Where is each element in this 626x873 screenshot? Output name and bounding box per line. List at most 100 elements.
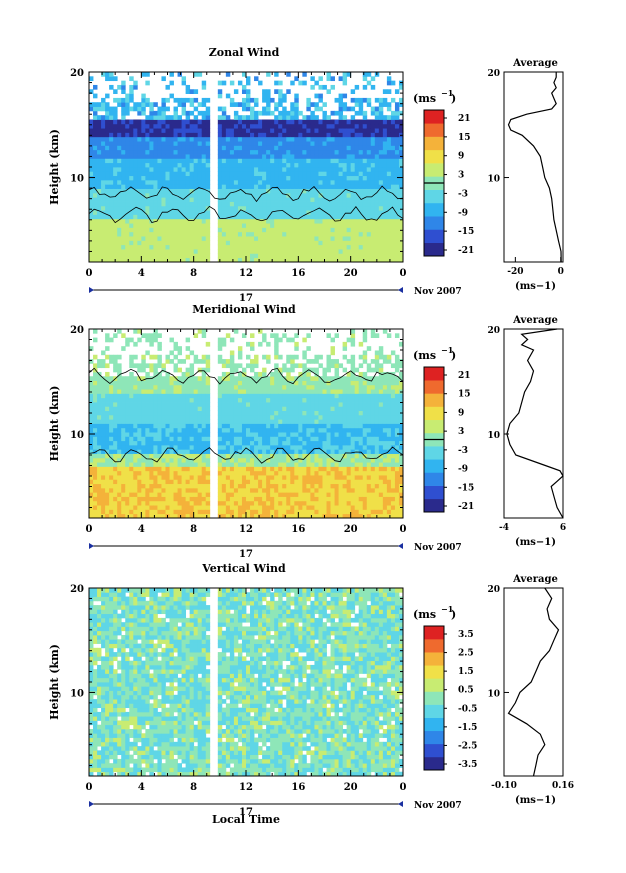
heatmap-cell [153,470,158,476]
heatmap-cell [185,184,191,189]
colorbar-tick-label: -21 [458,246,474,256]
heatmap-cell [374,115,380,120]
heatmap-cell [274,427,279,433]
heatmap-cell [286,167,291,172]
heatmap-cell [125,457,130,463]
heatmap-cell [254,171,259,177]
heatmap-cell [262,380,267,386]
heatmap-cell [193,483,199,489]
heatmap-cell [254,115,259,120]
heatmap-cell [334,132,339,138]
heatmap-cell [241,84,247,90]
heatmap-cell [362,197,368,202]
heatmap-cell [382,175,388,181]
heatmap-cell [205,167,211,172]
heatmap-cell [346,136,352,142]
heatmap-cell [229,337,235,343]
heatmap-cell [262,218,267,224]
heatmap-cell [302,175,307,181]
heatmap-cell [229,188,235,194]
heatmap-cell [173,462,178,467]
heatmap-cell [233,500,239,506]
heatmap-cell [101,231,106,237]
heatmap-cell [145,500,150,506]
heatmap-cell [314,149,319,155]
heatmap-cell [121,389,126,394]
heatmap-cell [278,223,283,228]
heatmap-cell [274,179,279,185]
heatmap-cell [258,389,263,394]
heatmap-cell [374,110,380,116]
heatmap-cell [334,257,339,263]
heatmap-cell [173,145,178,151]
heatmap-cell [233,513,239,519]
heatmap-cell [270,380,275,386]
heatmap-cell [266,123,271,129]
heatmap-cell [386,175,392,181]
heatmap-cell [149,513,154,519]
heatmap-cell [89,89,94,94]
heatmap-cell [374,119,380,125]
heatmap-cell [133,363,138,369]
heatmap-cell [221,240,227,246]
heatmap-cell [229,423,235,429]
heatmap-cell [298,402,303,407]
heatmap-cell [274,483,279,489]
heatmap-cell [294,132,299,138]
heatmap-cell [266,479,271,485]
heatmap-cell [177,244,182,250]
heatmap-cell [149,402,154,407]
heatmap-cell [113,128,118,133]
heatmap-cell [338,205,344,211]
heatmap-cell [334,128,339,133]
heatmap-cell [294,249,299,254]
heatmap-cell [298,513,303,519]
heatmap-cell [374,149,380,155]
heatmap-cell [306,141,311,146]
heatmap-cell [258,136,263,142]
heatmap-cell [129,106,134,112]
heatmap-cell [225,227,231,233]
heatmap-cell [161,492,166,497]
heatmap-cell [326,231,331,237]
heatmap-cell [246,483,251,489]
heatmap-cell [197,419,203,424]
heatmap-cell [229,132,235,138]
heatmap-cell [330,210,335,215]
heatmap-cell [157,371,162,377]
heatmap-cell [290,500,295,506]
heatmap-cell [366,210,372,215]
heatmap-cell [274,449,279,454]
heatmap-cell [157,406,162,412]
heatmap-cell [370,145,376,151]
heatmap-cell [278,154,283,159]
heatmap-cell [294,128,299,133]
heatmap-cell [294,240,299,246]
heatmap-cell [306,475,311,480]
heatmap-cell [189,179,195,185]
heatmap-cell [181,432,187,437]
heatmap-cell [294,414,299,420]
heatmap-cell [274,397,279,403]
heatmap-cell [262,205,267,211]
heatmap-cell [229,201,235,207]
heatmap-cell [129,197,134,202]
heatmap-cell [338,188,344,194]
heatmap-cell [125,249,130,254]
heatmap-cell [354,149,360,155]
heatmap-cell [165,371,170,377]
heatmap-cell [177,240,182,246]
heatmap-cell [121,402,126,407]
heatmap-cell [237,479,243,485]
heatmap-cell [129,223,134,228]
heatmap-cell [254,371,259,377]
heatmap-cell [141,184,146,189]
heatmap-cell [101,380,106,386]
heatmap-cell [181,509,187,515]
heatmap-cell [294,479,299,485]
colorbar-segment [424,229,444,244]
heatmap-cell [89,227,94,233]
heatmap-cell [145,436,150,442]
heatmap-cell [362,201,368,207]
heatmap-cell [217,402,223,407]
